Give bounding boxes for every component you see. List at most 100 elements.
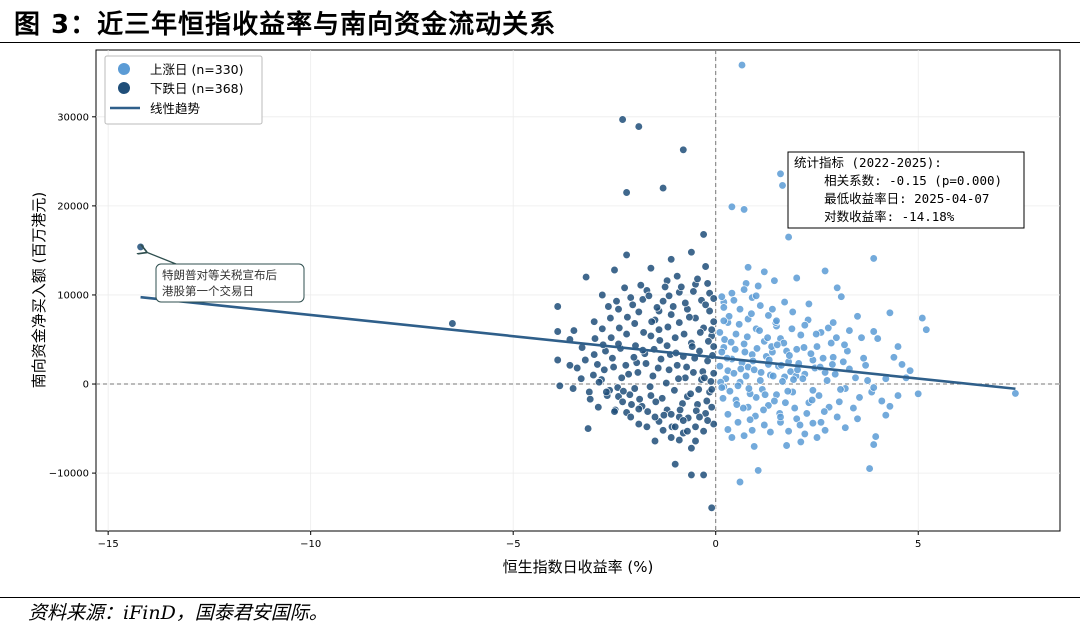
down-day-point: [634, 307, 643, 317]
down-day-point: [620, 283, 629, 292]
down-day-point: [660, 282, 670, 292]
down-day-point: [651, 397, 660, 406]
down-day-point: [625, 390, 634, 399]
down-day-point: [681, 373, 690, 382]
down-day-point: [701, 300, 710, 309]
up-day-point: [759, 405, 768, 415]
up-day-point: [739, 403, 748, 413]
down-day-point: [707, 503, 716, 512]
up-day-point: [743, 263, 753, 272]
down-day-point: [685, 313, 694, 322]
up-day-point: [893, 391, 903, 400]
trend-line-group: [140, 295, 1016, 391]
up-day-point: [914, 389, 923, 398]
up-day-point: [739, 205, 749, 214]
stats-box-frame: [787, 151, 1025, 229]
down-day-point: [706, 377, 716, 386]
down-day-point: [617, 373, 626, 382]
down-day-point: [671, 333, 680, 342]
down-day-point: [709, 342, 718, 351]
up-day-point: [733, 381, 743, 390]
down-day-point: [679, 329, 689, 339]
down-day-point: [694, 385, 703, 394]
legend: 上涨日 (n=330) 下跌日 (n=368) 线性趋势: [104, 55, 263, 125]
down-day-point: [658, 394, 667, 403]
up-day-point: [855, 393, 864, 402]
up-day-point: [807, 395, 817, 405]
down-day-point: [630, 319, 639, 328]
down-day-point: [650, 436, 660, 446]
up-day-point: [748, 426, 757, 435]
down-day-point: [662, 378, 671, 388]
up-day-point: [756, 376, 765, 385]
up-day-point: [885, 308, 895, 317]
down-day-point: [655, 336, 664, 345]
up-day-point: [776, 412, 785, 422]
down-day-point: [623, 313, 632, 322]
title-rule: [0, 42, 1080, 43]
down-day-point: [618, 397, 627, 406]
down-day-point: [662, 341, 672, 350]
up-day-point: [824, 323, 833, 333]
stats-line-2: 相关系数: -0.15 (p=0.000): [794, 173, 1002, 188]
up-day-point: [818, 354, 828, 363]
stats-line-1: 统计指标 (2022-2025):: [794, 155, 942, 170]
up-day-point: [718, 394, 728, 403]
down-day-point: [658, 297, 668, 306]
down-day-point: [689, 368, 698, 377]
up-day-point: [778, 181, 787, 190]
up-day-point: [727, 433, 737, 442]
up-day-point: [857, 333, 866, 342]
up-day-point: [795, 420, 805, 430]
up-day-point: [723, 425, 733, 434]
up-day-point: [743, 332, 752, 341]
up-day-point: [836, 385, 845, 394]
up-day-point: [731, 345, 740, 354]
up-day-point: [782, 441, 791, 450]
up-day-point: [829, 318, 838, 327]
down-day-point: [589, 370, 598, 380]
up-day-point: [752, 344, 762, 353]
down-day-point: [675, 435, 684, 445]
up-day-point: [760, 420, 769, 430]
x-tick-label: −5: [506, 539, 521, 550]
up-day-point: [744, 384, 754, 393]
up-day-point: [739, 431, 749, 440]
down-day-point: [630, 384, 639, 393]
up-day-point: [772, 316, 781, 325]
up-day-point: [755, 326, 764, 335]
down-day-point: [693, 274, 702, 284]
up-day-point: [735, 305, 745, 314]
down-day-point: [667, 255, 676, 264]
up-day-point: [831, 370, 840, 379]
up-day-point: [853, 312, 862, 321]
down-day-point: [602, 387, 611, 397]
down-day-point: [675, 318, 684, 327]
up-day-point: [733, 418, 743, 427]
up-day-point: [760, 267, 769, 276]
down-day-point: [635, 395, 644, 404]
down-day-point: [683, 427, 692, 436]
up-day-point: [729, 296, 739, 305]
down-day-point: [699, 427, 708, 436]
up-day-point: [840, 340, 849, 349]
up-day-point: [766, 427, 775, 437]
up-day-point: [724, 312, 734, 321]
up-day-point: [723, 410, 733, 419]
up-day-point: [780, 297, 789, 307]
down-day-point: [664, 291, 674, 300]
up-day-point: [725, 387, 735, 396]
down-day-point: [667, 410, 676, 419]
up-day-point: [719, 316, 728, 325]
up-day-point: [800, 429, 809, 439]
down-day-point: [695, 346, 704, 356]
y-tick-label: 20000: [57, 201, 89, 212]
scatter-chart: −15 −10 −5 0 5 −10000 0 10000 20000 30000 恒生指数日收…: [30, 49, 1061, 576]
y-tick-label: 30000: [57, 112, 89, 123]
down-day-point: [639, 328, 648, 337]
down-day-point: [627, 400, 636, 409]
up-day-point: [885, 402, 895, 411]
down-day-point: [650, 412, 660, 422]
up-day-point: [827, 338, 836, 348]
down-day-point: [643, 407, 652, 416]
